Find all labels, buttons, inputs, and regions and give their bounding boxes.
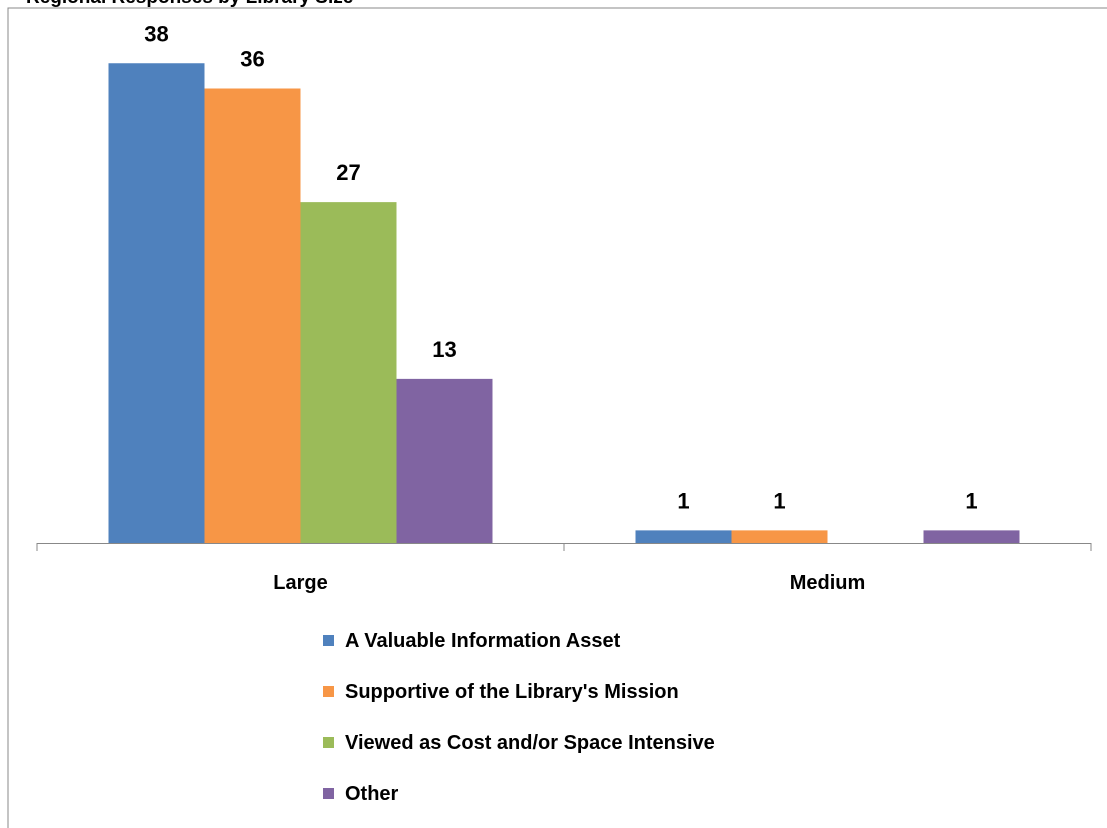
- legend-label: A Valuable Information Asset: [345, 630, 621, 652]
- legend-swatch: [323, 788, 334, 799]
- bar: [923, 530, 1020, 543]
- data-label: 1: [677, 488, 689, 513]
- legend-label: Other: [345, 783, 399, 805]
- bar: [396, 378, 493, 543]
- chart-frame: [7, 7, 1107, 828]
- legend-swatch: [323, 737, 334, 748]
- x-tick-label: Large: [273, 572, 327, 594]
- data-label: 36: [240, 47, 264, 72]
- data-label: 13: [432, 337, 456, 362]
- legend-swatch: [323, 686, 334, 697]
- bar: [204, 88, 301, 543]
- legend-swatch: [323, 635, 334, 646]
- data-label: 1: [773, 488, 785, 513]
- x-tick-label: Medium: [790, 572, 866, 594]
- chart-title: Regional Responses by Library Size: [26, 0, 353, 8]
- data-label: 1: [965, 488, 977, 513]
- bar: [300, 202, 397, 543]
- bar: [635, 530, 732, 543]
- legend-label: Supportive of the Library's Mission: [345, 681, 679, 703]
- legend-label: Viewed as Cost and/or Space Intensive: [345, 732, 715, 754]
- bar: [108, 63, 205, 543]
- data-label: 27: [336, 160, 360, 185]
- data-label: 38: [144, 21, 168, 46]
- bar: [731, 530, 828, 543]
